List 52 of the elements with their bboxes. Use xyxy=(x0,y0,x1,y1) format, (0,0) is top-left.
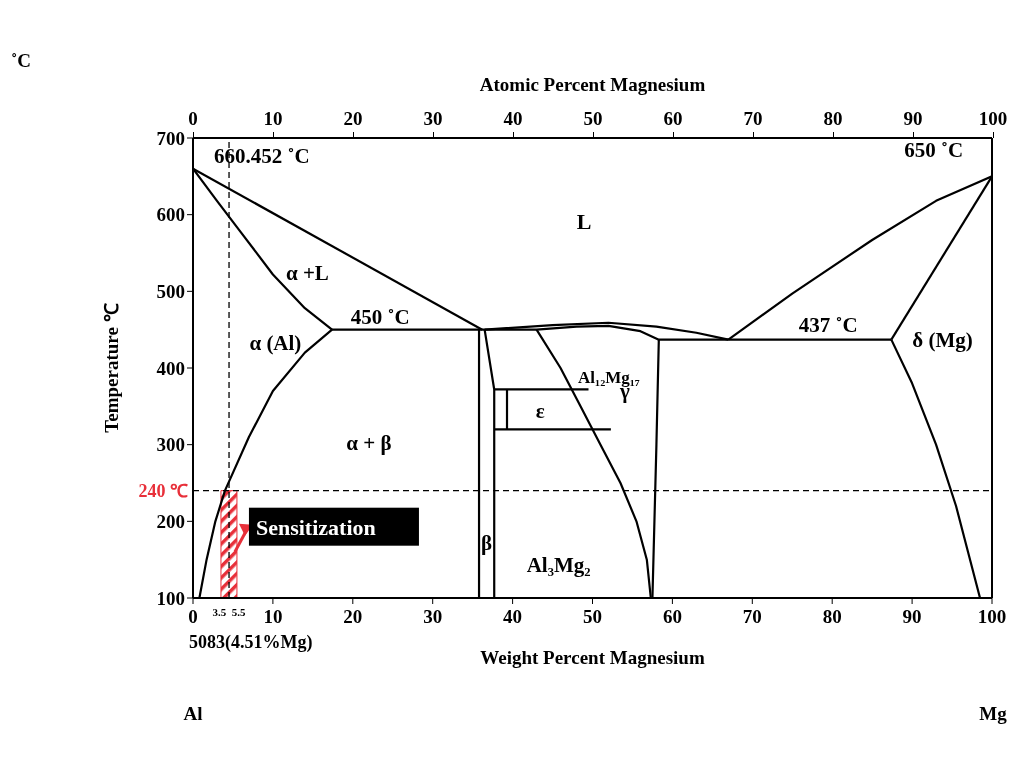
x2-tick-label: 10 xyxy=(263,107,283,129)
x-tick-label: 70 xyxy=(742,605,762,627)
annotation: δ (Mg) xyxy=(912,327,973,352)
x2-tick-label: 90 xyxy=(903,107,923,129)
x-tick-label: 60 xyxy=(662,605,682,627)
x-tick-label: 20 xyxy=(343,605,363,627)
annotation: L xyxy=(576,209,592,235)
annotation: α +L xyxy=(285,260,329,285)
annotation: α + β xyxy=(346,430,392,455)
annotation: 450 ˚C xyxy=(350,304,410,329)
x2-tick-label: 80 xyxy=(823,107,843,129)
x2-tick-label: 20 xyxy=(343,107,363,129)
y-tick-label: 200 xyxy=(156,511,185,533)
text: Mg xyxy=(979,702,1007,724)
x-tick-label: 0 xyxy=(188,605,198,627)
x-axis-title: Weight Percent Magnesium xyxy=(480,647,705,668)
y-tick-label: 300 xyxy=(156,434,185,456)
y-tick-label: 500 xyxy=(156,281,185,303)
band-label: Sensitization xyxy=(255,514,376,540)
annotation: 660.452 ˚C xyxy=(213,143,310,168)
text: Al xyxy=(183,702,203,724)
x2-tick-label: 30 xyxy=(423,107,443,129)
y-tick-label: 100 xyxy=(156,587,185,609)
annotation: Al₃Mg₂ xyxy=(526,552,591,577)
ref-line-label: 240 ℃ xyxy=(138,481,188,502)
annotation: β xyxy=(481,530,493,555)
x2-tick-label: 50 xyxy=(583,107,603,129)
x2-tick-label: 100 xyxy=(978,107,1008,129)
annotation: α (Al) xyxy=(249,330,302,355)
x2-axis-title: Atomic Percent Magnesium xyxy=(479,74,706,96)
x-tick-label: 10 xyxy=(263,605,283,627)
x-tick-label: 30 xyxy=(423,605,443,627)
x2-tick-label: 0 xyxy=(188,107,198,129)
annotation: 437 ˚C xyxy=(798,312,858,337)
x2-tick-label: 40 xyxy=(503,107,523,129)
y-tick-label: 700 xyxy=(156,127,185,149)
ref-line-label: 5083(4.51%Mg) xyxy=(189,632,313,653)
y-axis-title: Temperature ℃ xyxy=(100,303,122,433)
x-tick-label: 50 xyxy=(583,605,602,627)
x-tick-label: 40 xyxy=(503,605,523,627)
x-tick-label: 100 xyxy=(977,605,1007,627)
x2-tick-label: 60 xyxy=(663,107,683,129)
text: 3.5 xyxy=(212,605,227,618)
y-tick-label: 600 xyxy=(156,204,185,226)
text: ˚C xyxy=(10,49,32,71)
text: 5.5 xyxy=(231,605,246,618)
annotation: ε xyxy=(535,398,545,423)
y-tick-label: 400 xyxy=(156,357,185,379)
x2-tick-label: 70 xyxy=(743,107,763,129)
annotation: 650 ˚C xyxy=(904,137,964,161)
x-tick-label: 90 xyxy=(902,605,922,627)
x-tick-label: 80 xyxy=(822,605,842,627)
